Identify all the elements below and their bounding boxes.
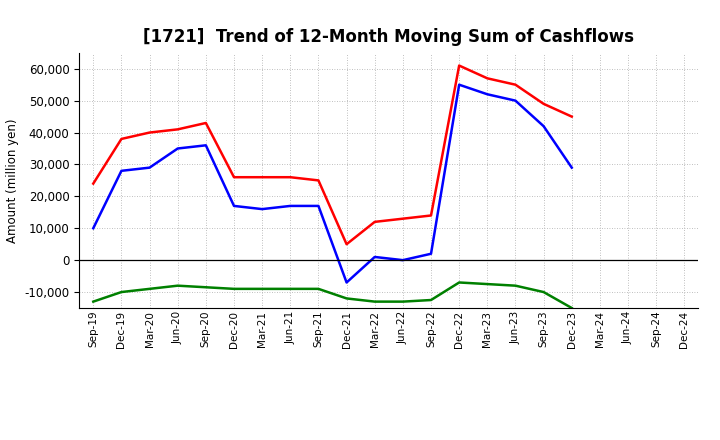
Free Cashflow <box>399 257 408 263</box>
Investing Cashflow <box>539 290 548 295</box>
Free Cashflow <box>145 165 154 170</box>
Investing Cashflow <box>174 283 182 288</box>
Free Cashflow <box>427 251 436 257</box>
Operating Cashflow <box>567 114 576 119</box>
Free Cashflow <box>230 203 238 209</box>
Investing Cashflow <box>314 286 323 291</box>
Investing Cashflow <box>117 290 126 295</box>
Investing Cashflow <box>511 283 520 288</box>
Operating Cashflow <box>258 175 266 180</box>
Operating Cashflow <box>342 242 351 247</box>
Line: Operating Cashflow: Operating Cashflow <box>94 66 572 244</box>
Operating Cashflow <box>455 63 464 68</box>
Investing Cashflow <box>286 286 294 291</box>
Investing Cashflow <box>399 299 408 304</box>
Free Cashflow <box>89 226 98 231</box>
Free Cashflow <box>258 206 266 212</box>
Investing Cashflow <box>567 305 576 311</box>
Operating Cashflow <box>427 213 436 218</box>
Operating Cashflow <box>230 175 238 180</box>
Free Cashflow <box>314 203 323 209</box>
Operating Cashflow <box>89 181 98 186</box>
Operating Cashflow <box>539 101 548 106</box>
Y-axis label: Amount (million yen): Amount (million yen) <box>6 118 19 242</box>
Investing Cashflow <box>230 286 238 291</box>
Operating Cashflow <box>511 82 520 87</box>
Investing Cashflow <box>455 280 464 285</box>
Title: [1721]  Trend of 12-Month Moving Sum of Cashflows: [1721] Trend of 12-Month Moving Sum of C… <box>143 28 634 46</box>
Investing Cashflow <box>342 296 351 301</box>
Line: Free Cashflow: Free Cashflow <box>94 84 572 282</box>
Line: Investing Cashflow: Investing Cashflow <box>94 282 572 308</box>
Investing Cashflow <box>427 297 436 303</box>
Operating Cashflow <box>399 216 408 221</box>
Free Cashflow <box>483 92 492 97</box>
Free Cashflow <box>174 146 182 151</box>
Investing Cashflow <box>89 299 98 304</box>
Operating Cashflow <box>145 130 154 135</box>
Free Cashflow <box>202 143 210 148</box>
Investing Cashflow <box>145 286 154 291</box>
Investing Cashflow <box>258 286 266 291</box>
Operating Cashflow <box>286 175 294 180</box>
Investing Cashflow <box>370 299 379 304</box>
Free Cashflow <box>286 203 294 209</box>
Operating Cashflow <box>202 120 210 126</box>
Operating Cashflow <box>370 219 379 224</box>
Free Cashflow <box>117 168 126 173</box>
Investing Cashflow <box>483 282 492 287</box>
Operating Cashflow <box>117 136 126 142</box>
Free Cashflow <box>567 165 576 170</box>
Free Cashflow <box>455 82 464 87</box>
Investing Cashflow <box>202 285 210 290</box>
Free Cashflow <box>342 280 351 285</box>
Free Cashflow <box>511 98 520 103</box>
Free Cashflow <box>370 254 379 260</box>
Operating Cashflow <box>314 178 323 183</box>
Operating Cashflow <box>174 127 182 132</box>
Operating Cashflow <box>483 76 492 81</box>
Free Cashflow <box>539 124 548 129</box>
